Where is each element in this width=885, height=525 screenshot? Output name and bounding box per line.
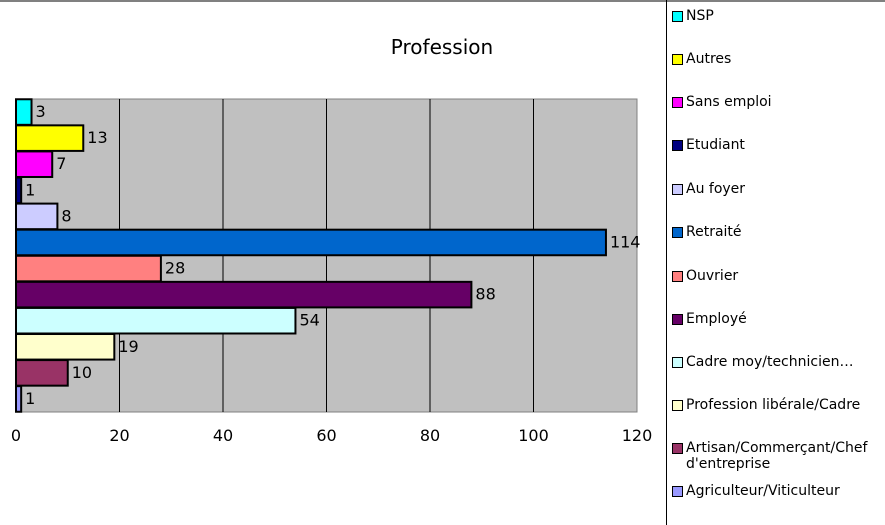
legend-label: Ouvrier bbox=[686, 268, 739, 284]
legend-item: Profession libérale/Cadre bbox=[671, 397, 883, 413]
bar bbox=[15, 124, 85, 152]
legend-label: Au foyer bbox=[686, 181, 746, 197]
legend-swatch bbox=[672, 443, 683, 454]
x-tick-label: 20 bbox=[109, 426, 129, 445]
legend-swatch bbox=[672, 227, 683, 238]
legend-label: NSP bbox=[686, 8, 714, 24]
x-tick-label: 80 bbox=[420, 426, 440, 445]
legend-swatch bbox=[672, 314, 683, 325]
legend-item: Sans emploi bbox=[671, 94, 883, 110]
bar-value-label: 13 bbox=[87, 128, 107, 147]
bar bbox=[15, 359, 69, 387]
legend-label: Etudiant bbox=[686, 137, 745, 153]
legend-label: Sans emploi bbox=[686, 94, 772, 110]
legend-swatch bbox=[672, 271, 683, 282]
bar bbox=[15, 228, 607, 257]
legend-swatch bbox=[672, 357, 683, 368]
legend-item: Cadre moy/technicien… bbox=[671, 354, 883, 370]
legend-label: Employé bbox=[686, 311, 747, 327]
legend-label: Agriculteur/Viticulteur bbox=[686, 483, 840, 499]
bar bbox=[15, 333, 116, 361]
legend-swatch bbox=[672, 400, 683, 411]
legend-label: Retraité bbox=[686, 224, 742, 240]
data-labels: 1 10 19 54 88 28 114 8 1 7 13 3 bbox=[25, 102, 640, 408]
legend-item: Retraité bbox=[671, 224, 883, 240]
legend-item: Agriculteur/Viticulteur bbox=[671, 483, 883, 499]
bars bbox=[15, 98, 607, 413]
legend-item: NSP bbox=[671, 8, 883, 24]
bar-value-label: 88 bbox=[475, 285, 495, 304]
bar bbox=[15, 150, 54, 178]
legend-swatch bbox=[672, 184, 683, 195]
bar-value-label: 8 bbox=[61, 206, 71, 225]
bar bbox=[15, 385, 23, 413]
bar-value-label: 1 bbox=[25, 389, 35, 408]
bar-value-label: 3 bbox=[36, 102, 46, 121]
bar bbox=[15, 176, 23, 205]
bar-value-label: 1 bbox=[25, 180, 35, 199]
x-tick-label: 40 bbox=[213, 426, 233, 445]
legend-swatch bbox=[672, 11, 683, 22]
legend-item: Etudiant bbox=[671, 137, 883, 153]
x-tick-label: 100 bbox=[518, 426, 549, 445]
bar-value-label: 19 bbox=[118, 337, 138, 356]
bar-value-label: 10 bbox=[72, 363, 92, 382]
bar bbox=[15, 98, 33, 126]
legend-item: Autres bbox=[671, 51, 883, 67]
legend-swatch bbox=[672, 97, 683, 108]
x-tick-label: 60 bbox=[316, 426, 336, 445]
bar-value-label: 7 bbox=[56, 154, 66, 173]
x-tick-label: 0 bbox=[11, 426, 21, 445]
legend-item: Au foyer bbox=[671, 181, 883, 197]
legend-item: Employé bbox=[671, 311, 883, 327]
x-axis-ticks: 0 20 40 60 80 100 120 bbox=[11, 426, 652, 445]
bar-value-label: 28 bbox=[165, 259, 185, 278]
legend-swatch bbox=[672, 54, 683, 65]
bar bbox=[15, 306, 297, 335]
chart-title: Profession bbox=[391, 35, 493, 59]
legend-label: Artisan/Commerçant/Chef d'entreprise bbox=[686, 440, 868, 472]
legend-label: Profession libérale/Cadre bbox=[686, 397, 861, 413]
legend-item: Ouvrier bbox=[671, 268, 883, 284]
bar bbox=[15, 280, 473, 309]
legend-swatch bbox=[672, 486, 683, 497]
legend-label: Cadre moy/technicien… bbox=[686, 354, 854, 370]
bar-value-label: 54 bbox=[299, 311, 319, 330]
x-tick-label: 120 bbox=[622, 426, 653, 445]
bar bbox=[15, 254, 162, 283]
bar-value-label: 114 bbox=[610, 232, 641, 251]
legend: NSP Autres Sans emploi Etudiant Au foyer Retr… bbox=[666, 0, 885, 525]
legend-label: Autres bbox=[686, 51, 732, 67]
bar bbox=[15, 202, 59, 231]
legend-swatch bbox=[672, 140, 683, 151]
legend-item: Artisan/Commerçant/Chef d'entreprise bbox=[671, 440, 883, 472]
